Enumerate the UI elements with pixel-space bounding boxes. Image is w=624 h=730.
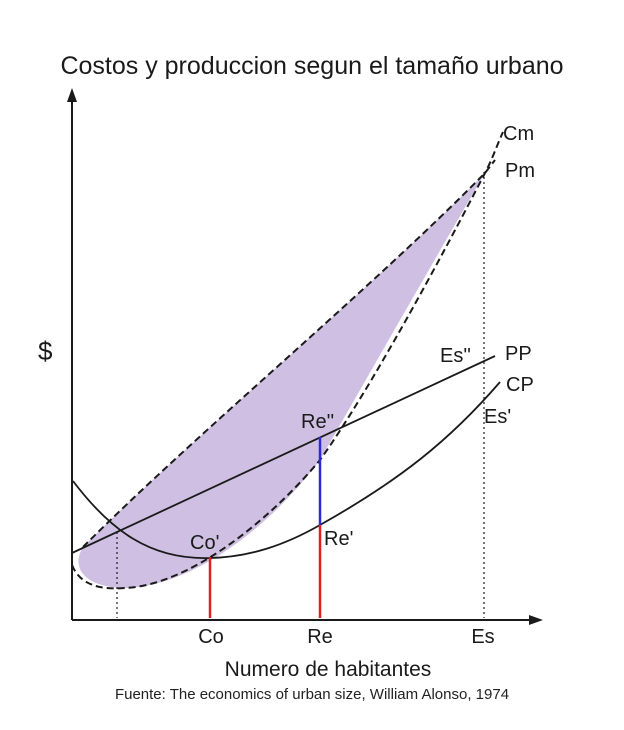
pp-line: [71, 355, 496, 554]
cp-curve: [72, 381, 501, 559]
cp-label: CP: [506, 374, 534, 396]
es-double-label: Es'': [440, 345, 471, 367]
x-tick-re: Re: [307, 626, 333, 648]
source-note: Fuente: The economics of urban size, Wil…: [114, 686, 510, 703]
pm-curve: [82, 159, 496, 548]
es-prime-label: Es': [484, 406, 511, 428]
x-axis-label: Numero de habitantes: [225, 658, 432, 681]
x-axis-arrow: [529, 615, 543, 625]
chart-title: Costos y produccion segun el tamaño urba…: [60, 52, 564, 80]
y-axis-label: $: [38, 336, 53, 366]
shaded-region: [78, 173, 485, 589]
x-tick-es: Es: [471, 626, 494, 648]
y-axis-arrow: [67, 88, 77, 102]
cm-label: Cm: [503, 123, 534, 145]
re-prime-label: Re': [324, 528, 353, 550]
x-tick-co: Co: [198, 626, 224, 648]
re-double-label: Re'': [301, 411, 334, 433]
pm-label: Pm: [505, 160, 535, 182]
pp-label: PP: [505, 343, 532, 365]
co-prime-label: Co': [190, 532, 219, 554]
